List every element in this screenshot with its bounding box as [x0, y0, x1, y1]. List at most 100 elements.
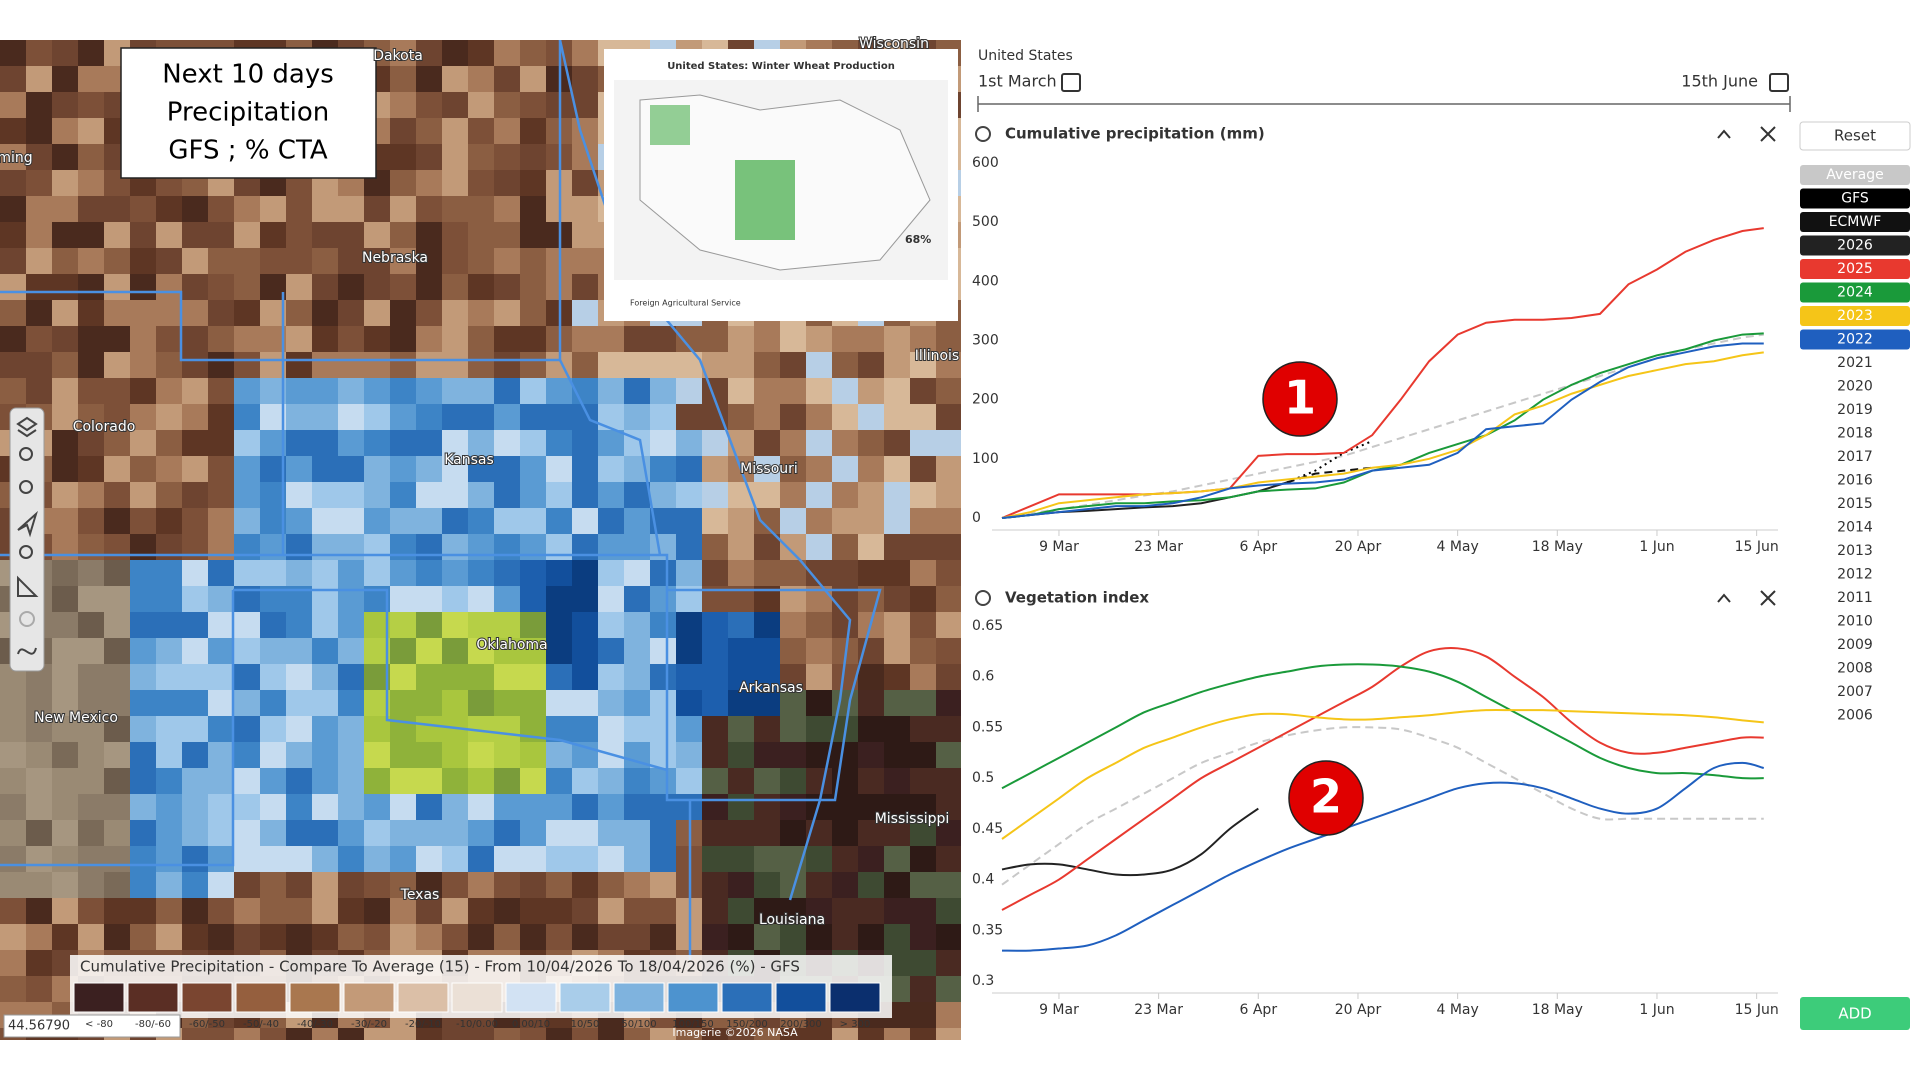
- map-cell: [390, 872, 417, 899]
- legend-button[interactable]: [1800, 306, 1910, 326]
- map-cell: [78, 534, 105, 561]
- year-option[interactable]: 2013: [1837, 543, 1873, 559]
- map-cell: [650, 846, 677, 873]
- map-cell: [442, 196, 469, 223]
- map-cell: [0, 950, 27, 977]
- legend-button[interactable]: [1800, 235, 1910, 256]
- map-cell: [806, 508, 833, 535]
- reset-button[interactable]: [1799, 121, 1911, 151]
- year-option[interactable]: 2007: [1837, 684, 1873, 700]
- year-option[interactable]: 2018: [1837, 426, 1873, 442]
- map-cell: [936, 716, 961, 743]
- legend-button[interactable]: [1800, 259, 1910, 279]
- map-cell: [494, 352, 521, 379]
- calendar-icon[interactable]: [1061, 73, 1081, 92]
- map-cell: [806, 352, 833, 379]
- map-cell: [156, 456, 183, 483]
- year-option[interactable]: 2015: [1837, 496, 1873, 512]
- map-cell: [468, 638, 495, 665]
- year-option[interactable]: 2014: [1837, 520, 1873, 536]
- map-cell: [442, 456, 469, 483]
- map-cell: [338, 1028, 365, 1040]
- map-cell: [416, 170, 443, 197]
- map-cell: [494, 456, 521, 483]
- map-cell: [338, 534, 365, 561]
- map-cell: [78, 742, 105, 769]
- legend-button[interactable]: [1800, 188, 1910, 209]
- map-cell: [910, 716, 937, 743]
- search-icon[interactable]: [19, 545, 33, 559]
- year-option[interactable]: 2011: [1837, 590, 1873, 606]
- map-cell: [494, 794, 521, 821]
- year-option[interactable]: 2010: [1837, 614, 1873, 630]
- map-cell: [130, 222, 157, 249]
- map-cell: [624, 404, 651, 431]
- map-cell: [754, 378, 781, 405]
- map-cell: [702, 430, 729, 457]
- overlay-text: Precipitation: [167, 98, 330, 128]
- legend-button[interactable]: [1800, 329, 1910, 350]
- year-option[interactable]: 2017: [1837, 449, 1873, 465]
- year-option[interactable]: 2012: [1837, 567, 1873, 583]
- legend-button[interactable]: [1800, 282, 1910, 303]
- map-cell: [858, 664, 885, 691]
- zoom-in-icon[interactable]: [19, 447, 33, 461]
- layers-icon[interactable]: [16, 416, 38, 438]
- map-cell: [104, 768, 131, 795]
- map-cell: [624, 378, 651, 405]
- legend-button[interactable]: [1800, 165, 1910, 185]
- year-option[interactable]: 2020: [1837, 379, 1873, 395]
- collapse-icon[interactable]: [1717, 129, 1731, 139]
- map-cell: [936, 560, 961, 587]
- year-option[interactable]: 2016: [1837, 473, 1873, 489]
- map-cell: [858, 560, 885, 587]
- start-date[interactable]: 1st March: [978, 72, 1057, 91]
- map-cell: [182, 690, 209, 717]
- measure-icon[interactable]: [17, 575, 39, 597]
- legend-label[interactable]: 2022: [1837, 332, 1873, 348]
- year-option[interactable]: 2019: [1837, 402, 1873, 418]
- x-tick-label: 18 May: [1532, 539, 1583, 555]
- map-cell: [858, 716, 885, 743]
- legend-label[interactable]: 2025: [1837, 261, 1873, 277]
- target-icon[interactable]: [19, 611, 35, 627]
- map-cell: [312, 456, 339, 483]
- map-cell: [832, 794, 859, 821]
- map-cell: [390, 92, 417, 119]
- year-option[interactable]: 2008: [1837, 661, 1873, 677]
- legend-label[interactable]: 2024: [1837, 285, 1873, 301]
- map-cell: [286, 300, 313, 327]
- add-label[interactable]: ADD: [1838, 1005, 1871, 1023]
- map-cell: [702, 560, 729, 587]
- map-cell: [676, 742, 703, 769]
- map-cell: [936, 638, 961, 665]
- map-cell: [936, 482, 961, 509]
- close-icon[interactable]: [1760, 126, 1776, 142]
- legend-label[interactable]: GFS: [1841, 191, 1869, 207]
- legend-label[interactable]: 2023: [1837, 308, 1873, 324]
- legend-label[interactable]: ECMWF: [1829, 214, 1882, 230]
- end-date[interactable]: 15th June: [1681, 72, 1758, 91]
- year-option[interactable]: 2006: [1837, 708, 1873, 724]
- add-button[interactable]: [1800, 997, 1910, 1030]
- locate-icon[interactable]: [17, 510, 38, 538]
- legend-label[interactable]: 2026: [1837, 238, 1873, 254]
- draw-icon[interactable]: [17, 647, 37, 655]
- map-cell: [494, 274, 521, 301]
- reset-label[interactable]: Reset: [1834, 127, 1876, 145]
- calendar-icon[interactable]: [1769, 73, 1789, 92]
- legend-label[interactable]: Average: [1826, 167, 1884, 183]
- year-option[interactable]: 2009: [1837, 637, 1873, 653]
- map-cell: [312, 612, 339, 639]
- year-option[interactable]: 2021: [1837, 355, 1873, 371]
- zoom-out-icon[interactable]: [19, 480, 33, 494]
- legend-button[interactable]: [1800, 212, 1910, 232]
- close-icon[interactable]: [1760, 590, 1776, 606]
- collapse-icon[interactable]: [1717, 593, 1731, 603]
- map-cell: [260, 222, 287, 249]
- map-cell: [364, 430, 391, 457]
- map-cell: [910, 352, 937, 379]
- map-cell: [858, 456, 885, 483]
- map-cell: [260, 664, 287, 691]
